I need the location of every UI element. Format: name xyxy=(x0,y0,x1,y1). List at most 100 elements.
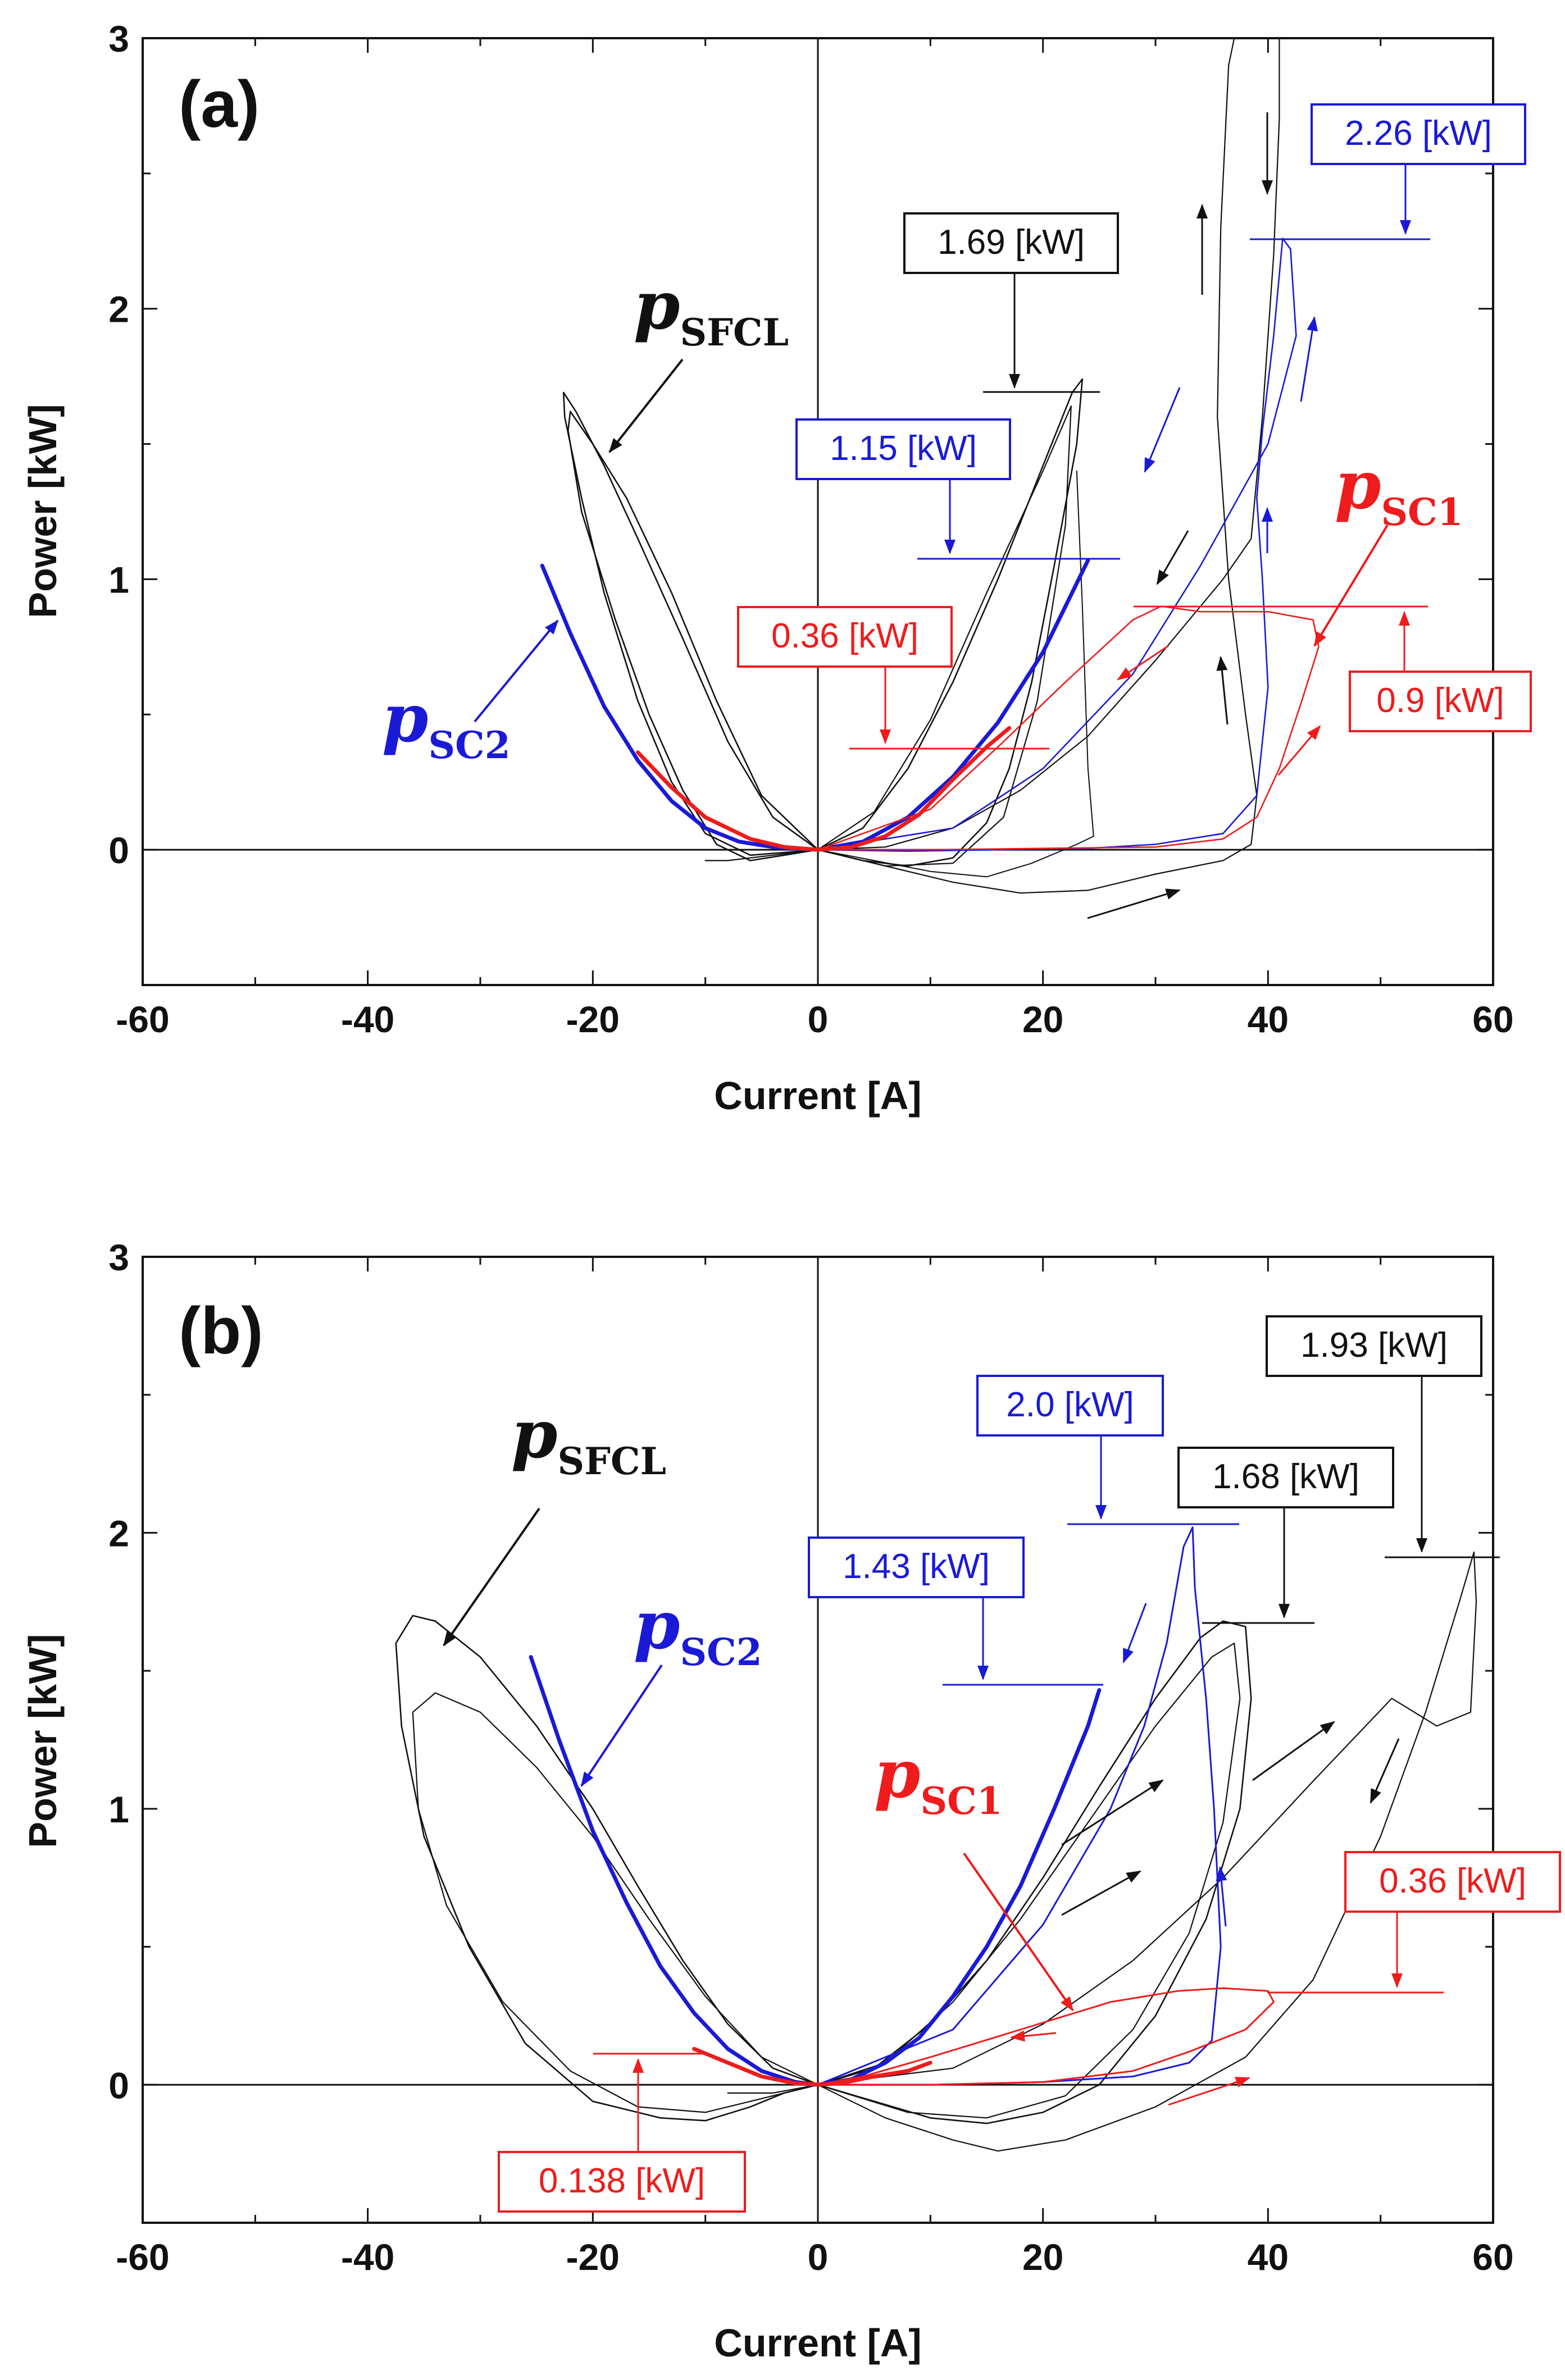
y-tick-label: 2 xyxy=(108,1512,129,1554)
panel-tag: (a) xyxy=(179,67,260,142)
svg-text:0.36 [kW]: 0.36 [kW] xyxy=(771,617,918,655)
x-tick-label: 0 xyxy=(808,998,829,1040)
y-axis-title: Power [kW] xyxy=(21,1634,65,1848)
pointer-sc2 xyxy=(474,619,559,723)
x-tick-label: 40 xyxy=(1248,998,1289,1040)
svg-text:0.36 [kW]: 0.36 [kW] xyxy=(1379,1862,1526,1900)
svg-text:pSC1: pSC1 xyxy=(1335,446,1463,534)
annotation-1-93kw: 1.93 [kW] xyxy=(1266,1315,1500,1558)
series-p-sfcl-fault xyxy=(817,1551,1477,2152)
series-p-sc2-fault xyxy=(817,1526,1222,2086)
pointer-sfcl xyxy=(443,1507,540,1647)
series-label-sfcl: pSFCL xyxy=(634,266,789,354)
x-tick-label: -40 xyxy=(341,2236,394,2278)
x-axis-title: Current [A] xyxy=(714,1074,921,1118)
series-p-sfcl-tail xyxy=(704,849,819,861)
x-tick-label: 20 xyxy=(1022,2236,1063,2278)
series-label-sc1: pSC1 xyxy=(1335,446,1463,534)
svg-text:1.68 [kW]: 1.68 [kW] xyxy=(1212,1457,1359,1496)
series-label-sub: SFCL xyxy=(558,1439,666,1483)
series-label-sc2: pSC2 xyxy=(382,679,511,767)
y-axis-title: Power [kW] xyxy=(21,404,65,618)
svg-text:2.26 [kW]: 2.26 [kW] xyxy=(1345,114,1492,153)
series-label-sub: SC1 xyxy=(1381,490,1463,534)
y-tick-label: 3 xyxy=(108,18,129,60)
curves-b xyxy=(395,1526,1477,2152)
series-p-sfcl-tail xyxy=(727,2084,819,2094)
series-p-sfcl-fault xyxy=(817,37,1258,894)
annotation-0-36kw: 0.36 [kW] xyxy=(1267,1851,1561,1994)
series-p-sfcl-sub xyxy=(817,470,1094,878)
y-tick-label: 3 xyxy=(108,1237,129,1278)
curves-a xyxy=(540,37,1320,894)
annotation-2-26kw: 2.26 [kW] xyxy=(1250,103,1526,240)
svg-text:2.0 [kW]: 2.0 [kW] xyxy=(1006,1385,1134,1424)
direction-arrows-b xyxy=(1010,1603,1400,2106)
panel-tag: (b) xyxy=(179,1294,263,1368)
annotation-1-15kw: 1.15 [kW] xyxy=(795,418,1120,560)
series-p-sfcl xyxy=(562,391,819,856)
x-tick-label: -20 xyxy=(566,998,620,1040)
series-p-sc1-fault xyxy=(817,1987,1275,2086)
series-p-sfcl-neg2 xyxy=(412,1692,819,2113)
series-p-sfcl-fault2 xyxy=(817,37,1280,851)
chart-panel-a: -60 -40 -20 0 20 40 60 0 1 2 3 (a) Current [A] Pow… xyxy=(21,18,1532,1118)
x-axis-title: Current [A] xyxy=(714,2321,921,2365)
annotation-0-138kw: 0.138 [kW] xyxy=(498,2053,746,2213)
series-p-sfcl-pos2 xyxy=(817,1642,1241,2119)
annotation-1-69kw: 1.69 [kW] xyxy=(903,212,1119,393)
series-p-sc1 xyxy=(636,726,1012,852)
series-p-sfcl-pos xyxy=(817,378,1084,867)
y-tick-label: 1 xyxy=(108,559,129,600)
series-label-sub: SC1 xyxy=(921,1779,1003,1823)
series-label-sub: SC2 xyxy=(680,1630,762,1674)
series-label-p: p xyxy=(511,1395,558,1473)
series-label-p: p xyxy=(382,679,429,757)
axes-a: -60 -40 -20 0 20 40 60 0 1 2 3 xyxy=(108,18,1513,1040)
series-label-p: p xyxy=(1335,446,1381,524)
x-tick-label: 40 xyxy=(1248,2236,1289,2278)
svg-text:pSC1: pSC1 xyxy=(874,1735,1003,1823)
series-label-sc1: pSC1 xyxy=(874,1735,1003,1823)
svg-text:pSC2: pSC2 xyxy=(634,1586,762,1674)
y-tick-label: 0 xyxy=(108,2064,129,2106)
x-tick-label: 60 xyxy=(1472,2236,1513,2278)
svg-text:1.93 [kW]: 1.93 [kW] xyxy=(1300,1326,1448,1365)
x-tick-label: -20 xyxy=(566,2236,620,2278)
axes-b: -60 -40 -20 0 20 40 60 0 1 2 3 xyxy=(108,1237,1513,2278)
series-label-p: p xyxy=(634,266,680,344)
series-label-sub: SFCL xyxy=(680,311,789,354)
pointer-sc1 xyxy=(963,1852,1074,2012)
direction-arrows-a xyxy=(1087,112,1321,919)
series-p-sc2-fault xyxy=(817,238,1297,852)
chart-panel-b: -60 -40 -20 0 20 40 60 0 1 2 3 (b) Current [A] Pow… xyxy=(21,1237,1561,2365)
svg-text:1.69 [kW]: 1.69 [kW] xyxy=(938,223,1085,262)
svg-text:pSC2: pSC2 xyxy=(382,679,511,767)
series-label-p: p xyxy=(634,1586,680,1664)
pointer-sc2 xyxy=(580,1664,663,1787)
x-tick-label: -40 xyxy=(341,998,394,1040)
series-p-sfcl-pos xyxy=(817,1620,1252,2124)
x-tick-label: 20 xyxy=(1022,998,1063,1040)
annotation-2-0kw: 2.0 [kW] xyxy=(976,1375,1239,1525)
svg-text:pSFCL: pSFCL xyxy=(511,1395,666,1483)
pointer-sfcl xyxy=(608,358,684,453)
annotation-1-43kw: 1.43 [kW] xyxy=(808,1536,1103,1686)
svg-text:1.15 [kW]: 1.15 [kW] xyxy=(830,429,977,468)
y-tick-label: 1 xyxy=(108,1789,129,1830)
annotation-1-68kw: 1.68 [kW] xyxy=(1177,1447,1394,1624)
series-p-sfcl-neg xyxy=(395,1615,819,2122)
x-tick-label: 60 xyxy=(1472,998,1513,1040)
y-tick-label: 0 xyxy=(108,829,129,871)
y-tick-label: 2 xyxy=(108,289,129,330)
svg-text:0.9 [kW]: 0.9 [kW] xyxy=(1376,681,1504,720)
svg-text:0.138 [kW]: 0.138 [kW] xyxy=(539,2162,705,2200)
svg-text:1.43 [kW]: 1.43 [kW] xyxy=(843,1547,990,1586)
series-label-p: p xyxy=(874,1735,921,1813)
x-tick-label: -60 xyxy=(116,998,169,1040)
annotation-0-9kw: 0.9 [kW] xyxy=(1134,605,1532,732)
series-p-sfcl-pos2 xyxy=(817,405,1072,867)
x-tick-label: 0 xyxy=(808,2236,829,2278)
pointer-sc1 xyxy=(1313,524,1389,647)
